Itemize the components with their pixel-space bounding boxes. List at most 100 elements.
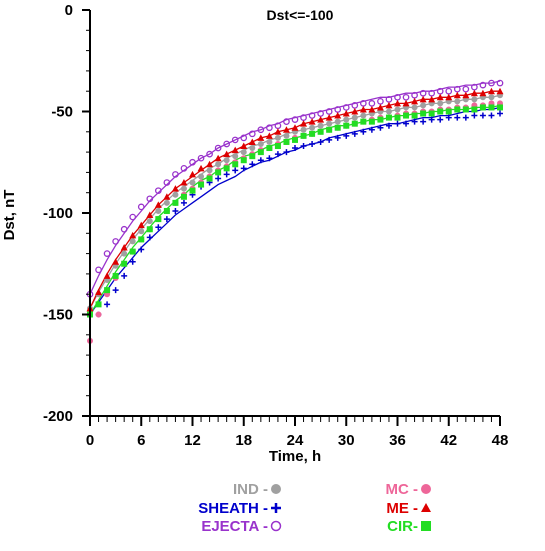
data-point (453, 91, 461, 99)
data-point (163, 179, 171, 186)
data-point (257, 134, 265, 141)
data-point (411, 104, 418, 111)
data-point (257, 126, 265, 134)
data-point (138, 236, 145, 243)
data-point (249, 153, 256, 160)
data-point (343, 116, 350, 123)
data-point (223, 140, 231, 148)
data-point (309, 130, 316, 137)
data-point (129, 248, 136, 255)
data-point (428, 110, 435, 117)
data-point (402, 99, 410, 107)
data-point (317, 122, 324, 129)
x-tick-label: 0 (86, 432, 94, 449)
x-tick-label: 12 (184, 432, 201, 449)
data-point (377, 116, 384, 123)
data-point (343, 122, 350, 129)
data-point (155, 207, 162, 214)
data-point (411, 97, 419, 105)
data-point (317, 116, 325, 123)
series-fit-line (89, 80, 501, 295)
legend-label: IND - (233, 481, 268, 498)
data-point (138, 228, 145, 235)
data-point (129, 231, 137, 239)
legend-plus-icon (271, 503, 281, 513)
data-point (138, 246, 145, 253)
data-point (411, 112, 418, 119)
data-point (479, 104, 486, 111)
data-point (394, 106, 401, 113)
data-point (206, 150, 213, 158)
data-point (334, 118, 341, 125)
data-point (249, 145, 256, 152)
data-point (334, 112, 342, 119)
data-point (180, 185, 187, 192)
legend-circle-open-icon (270, 520, 282, 532)
data-point (95, 301, 102, 308)
data-point (488, 112, 495, 119)
x-tick-label: 48 (492, 432, 509, 449)
data-point (334, 134, 341, 141)
data-point (129, 258, 136, 265)
legend-label: ME - (386, 500, 418, 517)
data-point (420, 102, 427, 109)
data-point (292, 136, 298, 143)
y-tick-label: -100 (43, 205, 73, 222)
data-point (428, 95, 436, 103)
data-point (155, 216, 162, 223)
data-point (462, 91, 470, 99)
data-point (146, 211, 154, 219)
data-point (103, 272, 111, 279)
data-point (283, 132, 290, 139)
data-point (240, 165, 247, 172)
data-point (420, 118, 427, 125)
data-point (232, 161, 239, 168)
x-axis-ticks: 0 6 12 18 24 30 36 42 48 (86, 416, 509, 449)
data-point (231, 146, 239, 154)
data-point (104, 301, 111, 308)
data-point (266, 124, 273, 132)
legend-label: EJECTA - (201, 518, 268, 535)
data-point (248, 130, 256, 138)
data-point (223, 171, 230, 178)
data-point (240, 157, 247, 164)
data-point (206, 160, 214, 168)
data-point (172, 171, 179, 178)
data-point (189, 179, 196, 186)
data-point (351, 108, 359, 115)
data-point (206, 167, 213, 174)
data-point (282, 126, 290, 133)
data-point (249, 161, 256, 168)
data-point (129, 238, 136, 245)
data-point (274, 151, 281, 158)
data-point (445, 114, 452, 121)
data-point (112, 272, 119, 279)
data-point (104, 287, 111, 294)
data-point (103, 250, 111, 257)
legend-triangle-icon (421, 503, 431, 512)
data-point (223, 150, 231, 158)
data-point (479, 89, 487, 97)
data-point (368, 126, 375, 133)
data-point (172, 207, 179, 214)
data-point (326, 136, 333, 143)
data-point (385, 114, 392, 121)
data-point (470, 89, 478, 97)
x-tick-label: 42 (440, 432, 457, 449)
data-point (240, 142, 248, 150)
data-point (189, 158, 196, 166)
legend-label: MC - (386, 481, 419, 498)
data-point (445, 108, 452, 115)
data-point (496, 87, 504, 95)
data-point (283, 138, 290, 145)
data-point (377, 124, 384, 131)
data-point (343, 132, 350, 139)
data-point (283, 118, 290, 126)
data-point (265, 132, 273, 139)
data-point (325, 114, 333, 121)
data-point (488, 94, 495, 101)
y-axis-ticks: 0 -50 -100 -150 -200 (43, 2, 90, 425)
data-point (154, 187, 162, 195)
data-point (172, 191, 179, 198)
